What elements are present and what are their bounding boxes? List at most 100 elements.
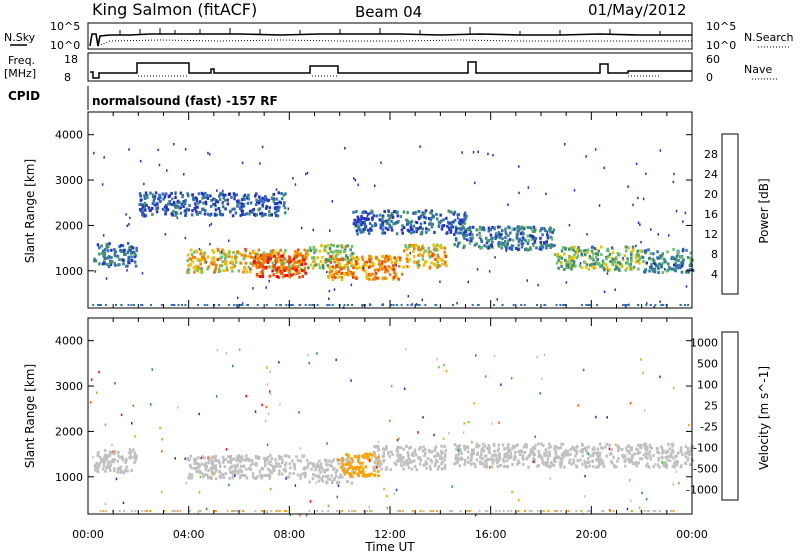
echo-cell: [627, 263, 631, 267]
near-range-cell: [141, 510, 144, 512]
echo-cell: [230, 470, 233, 474]
echo-cell: [676, 266, 680, 270]
echo-cell: [261, 253, 265, 257]
echo-cell: [151, 193, 155, 197]
noise-cell: [564, 143, 566, 146]
echo-cell: [520, 239, 523, 243]
echo-cell: [448, 221, 451, 225]
echo-cell: [337, 275, 341, 279]
echo-cell: [214, 477, 218, 481]
echo-cell: [649, 266, 652, 269]
echo-cell: [214, 467, 218, 471]
time-axis-label: Time UT: [364, 540, 415, 554]
near-range-cell: [396, 510, 399, 512]
echo-cell: [677, 251, 680, 255]
echo-cell: [320, 243, 323, 247]
echo-cell: [328, 463, 332, 467]
echo-cell: [224, 207, 227, 211]
echo-cell: [320, 464, 323, 468]
echo-cell: [177, 205, 180, 209]
echo-cell: [233, 197, 236, 201]
echo-cell: [429, 467, 432, 471]
near-range-cell: [625, 304, 628, 306]
echo-cell: [436, 217, 439, 221]
echo-cell: [375, 267, 379, 271]
echo-cell: [362, 470, 365, 474]
echo-cell: [547, 446, 551, 450]
echo-cell: [575, 452, 578, 455]
echo-cell: [105, 454, 108, 458]
noise-cell: [131, 422, 133, 425]
echo-cell: [572, 446, 576, 450]
echo-cell: [615, 465, 618, 469]
echo-cell: [240, 253, 244, 257]
echo-cell: [244, 247, 247, 251]
colorbar-tick-label: 100: [697, 379, 718, 392]
echo-cell: [330, 273, 333, 277]
echo-cell: [446, 231, 449, 235]
echo-cell: [422, 445, 425, 449]
near-range-cell: [278, 510, 281, 512]
echo-cell: [652, 269, 655, 273]
echo-cell: [239, 458, 242, 462]
echo-cell: [434, 248, 437, 252]
echo-cell: [238, 251, 241, 255]
noise-cell: [174, 192, 177, 196]
echo-cell: [309, 246, 312, 250]
echo-cell: [224, 263, 228, 267]
echo-cell: [279, 269, 282, 273]
echo-cell: [635, 461, 639, 465]
echo-cell: [217, 459, 220, 463]
echo-cell: [281, 472, 284, 476]
echo-cell: [541, 233, 544, 237]
echo-cell: [626, 257, 629, 261]
echo-cell: [373, 473, 376, 477]
echo-cell: [388, 454, 391, 458]
echo-cell: [667, 455, 670, 458]
x-tick-label: 00:00: [72, 528, 104, 541]
echo-cell: [330, 275, 334, 279]
echo-cell: [303, 475, 307, 478]
echo-cell: [667, 262, 670, 266]
echo-cell: [198, 211, 201, 214]
echo-cell: [531, 228, 534, 232]
echo-cell: [260, 211, 264, 215]
echo-cell: [452, 212, 455, 216]
echo-cell: [270, 463, 273, 467]
echo-cell: [485, 245, 489, 249]
near-range-cell: [477, 304, 479, 306]
echo-cell: [276, 259, 279, 263]
echo-cell: [540, 227, 543, 231]
echo-cell: [96, 243, 100, 247]
echo-cell: [580, 442, 584, 446]
echo-cell: [547, 244, 551, 248]
echo-cell: [402, 226, 406, 230]
echo-cell: [244, 249, 248, 253]
echo-cell: [96, 468, 99, 472]
noise-cell: [537, 283, 539, 287]
echo-cell: [671, 444, 674, 448]
echo-cell: [664, 260, 667, 264]
echo-cell: [562, 246, 565, 249]
echo-cell: [419, 222, 423, 226]
echo-cell: [656, 450, 659, 454]
noise-cell: [510, 377, 513, 380]
echo-cell: [645, 445, 648, 449]
echo-cell: [213, 259, 216, 263]
echo-cell: [330, 269, 334, 273]
echo-cell: [248, 212, 251, 216]
echo-cell: [227, 253, 230, 257]
echo-cell: [314, 468, 317, 472]
echo-cell: [487, 444, 490, 448]
echo-cell: [437, 454, 440, 457]
echo-cell: [480, 240, 484, 244]
near-range-cell: [411, 510, 414, 512]
echo-cell: [427, 250, 430, 254]
noise-cell: [475, 354, 477, 357]
echo-cell: [314, 263, 318, 267]
echo-cell: [341, 459, 345, 462]
echo-cell: [485, 446, 489, 450]
echo-cell: [400, 228, 404, 232]
echo-cell: [263, 458, 267, 462]
echo-cell: [219, 465, 222, 468]
